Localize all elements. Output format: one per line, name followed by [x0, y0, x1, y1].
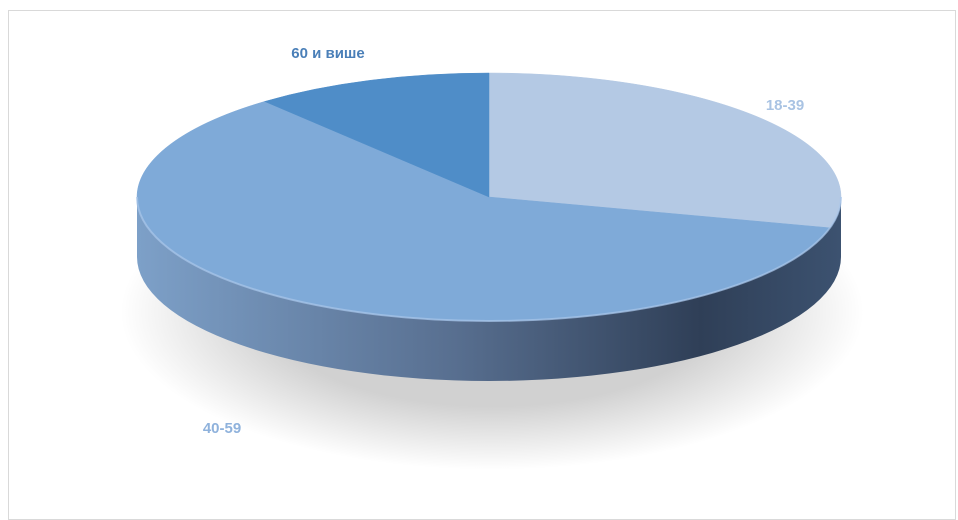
slice-label-1: 18-39	[766, 97, 804, 114]
pie-side-wall	[137, 197, 841, 381]
slice-label-2: 40-59	[203, 420, 241, 437]
pie-rim-highlight	[136, 196, 842, 322]
slice-label-3: 60 и више	[291, 45, 365, 62]
pie-slice-3	[263, 72, 490, 198]
